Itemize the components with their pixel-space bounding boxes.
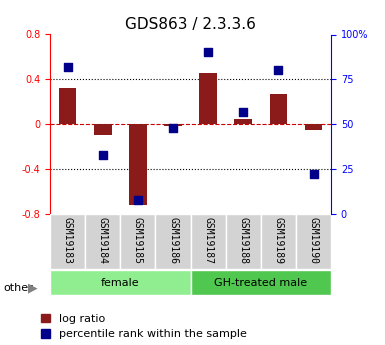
Point bbox=[100, 152, 106, 157]
FancyBboxPatch shape bbox=[156, 214, 191, 269]
FancyBboxPatch shape bbox=[50, 270, 191, 295]
Point bbox=[310, 172, 316, 177]
Bar bbox=[59, 88, 76, 124]
Bar bbox=[234, 119, 252, 124]
Point bbox=[65, 64, 71, 70]
FancyBboxPatch shape bbox=[121, 214, 156, 269]
FancyBboxPatch shape bbox=[50, 214, 85, 269]
Text: GSM19184: GSM19184 bbox=[98, 217, 108, 264]
Text: GSM19189: GSM19189 bbox=[273, 217, 283, 264]
FancyBboxPatch shape bbox=[296, 214, 331, 269]
Title: GDS863 / 2.3.3.6: GDS863 / 2.3.3.6 bbox=[125, 17, 256, 32]
Bar bbox=[164, 124, 182, 126]
FancyBboxPatch shape bbox=[226, 214, 261, 269]
Bar bbox=[129, 124, 147, 205]
Bar bbox=[305, 124, 322, 130]
Text: ▶: ▶ bbox=[28, 282, 37, 295]
Text: female: female bbox=[101, 278, 140, 288]
Legend: log ratio, percentile rank within the sample: log ratio, percentile rank within the sa… bbox=[36, 309, 251, 344]
Bar bbox=[199, 73, 217, 124]
Text: GSM19187: GSM19187 bbox=[203, 217, 213, 264]
Text: GSM19183: GSM19183 bbox=[63, 217, 73, 264]
Text: GSM19190: GSM19190 bbox=[308, 217, 318, 264]
Text: GSM19186: GSM19186 bbox=[168, 217, 178, 264]
FancyBboxPatch shape bbox=[191, 270, 331, 295]
Text: GH-treated male: GH-treated male bbox=[214, 278, 307, 288]
Point bbox=[135, 197, 141, 202]
Point bbox=[240, 109, 246, 115]
Text: other: other bbox=[4, 283, 33, 293]
Text: GSM19188: GSM19188 bbox=[238, 217, 248, 264]
Point bbox=[205, 50, 211, 55]
FancyBboxPatch shape bbox=[85, 214, 121, 269]
Bar bbox=[94, 124, 112, 135]
FancyBboxPatch shape bbox=[191, 214, 226, 269]
FancyBboxPatch shape bbox=[261, 214, 296, 269]
Point bbox=[275, 68, 281, 73]
Bar bbox=[270, 94, 287, 124]
Point bbox=[170, 125, 176, 130]
Text: GSM19185: GSM19185 bbox=[133, 217, 143, 264]
